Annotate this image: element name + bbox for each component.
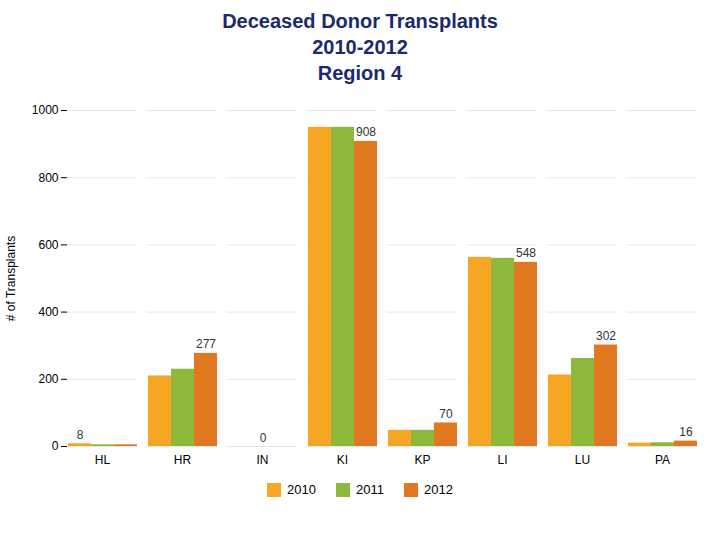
svg-text:400: 400 xyxy=(38,305,58,319)
svg-text:70: 70 xyxy=(439,407,453,421)
svg-text:8: 8 xyxy=(77,428,84,442)
svg-text:1000: 1000 xyxy=(32,103,59,117)
html-text:Region 4: Region 4 xyxy=(317,62,403,84)
svg-text:600: 600 xyxy=(38,238,58,252)
svg-text:PA: PA xyxy=(655,453,670,467)
svg-text:KP: KP xyxy=(414,453,430,467)
svg-text:0: 0 xyxy=(52,439,59,453)
svg-text:908: 908 xyxy=(356,125,376,139)
html-text:2010-2012: 2010-2012 xyxy=(312,36,408,58)
svg-text:16: 16 xyxy=(679,425,693,439)
svg-text:HR: HR xyxy=(174,453,192,467)
html-text:2011: 2011 xyxy=(356,482,384,497)
svg-text:200: 200 xyxy=(38,372,58,386)
svg-text:# of Transplants: # of Transplants xyxy=(4,236,18,321)
svg-text:LI: LI xyxy=(497,453,507,467)
svg-text:277: 277 xyxy=(196,337,216,351)
svg-text:0: 0 xyxy=(260,431,267,445)
svg-text:800: 800 xyxy=(38,171,58,185)
html-text:2012: 2012 xyxy=(424,482,453,497)
svg-text:HL: HL xyxy=(95,453,111,467)
svg-text:548: 548 xyxy=(516,246,536,260)
html-text:Deceased Donor Transplants: Deceased Donor Transplants xyxy=(222,10,498,32)
svg-text:302: 302 xyxy=(596,329,616,343)
svg-text:IN: IN xyxy=(257,453,269,467)
svg-text:LU: LU xyxy=(575,453,590,467)
svg-text:KI: KI xyxy=(337,453,348,467)
html-text:2010: 2010 xyxy=(287,482,316,497)
